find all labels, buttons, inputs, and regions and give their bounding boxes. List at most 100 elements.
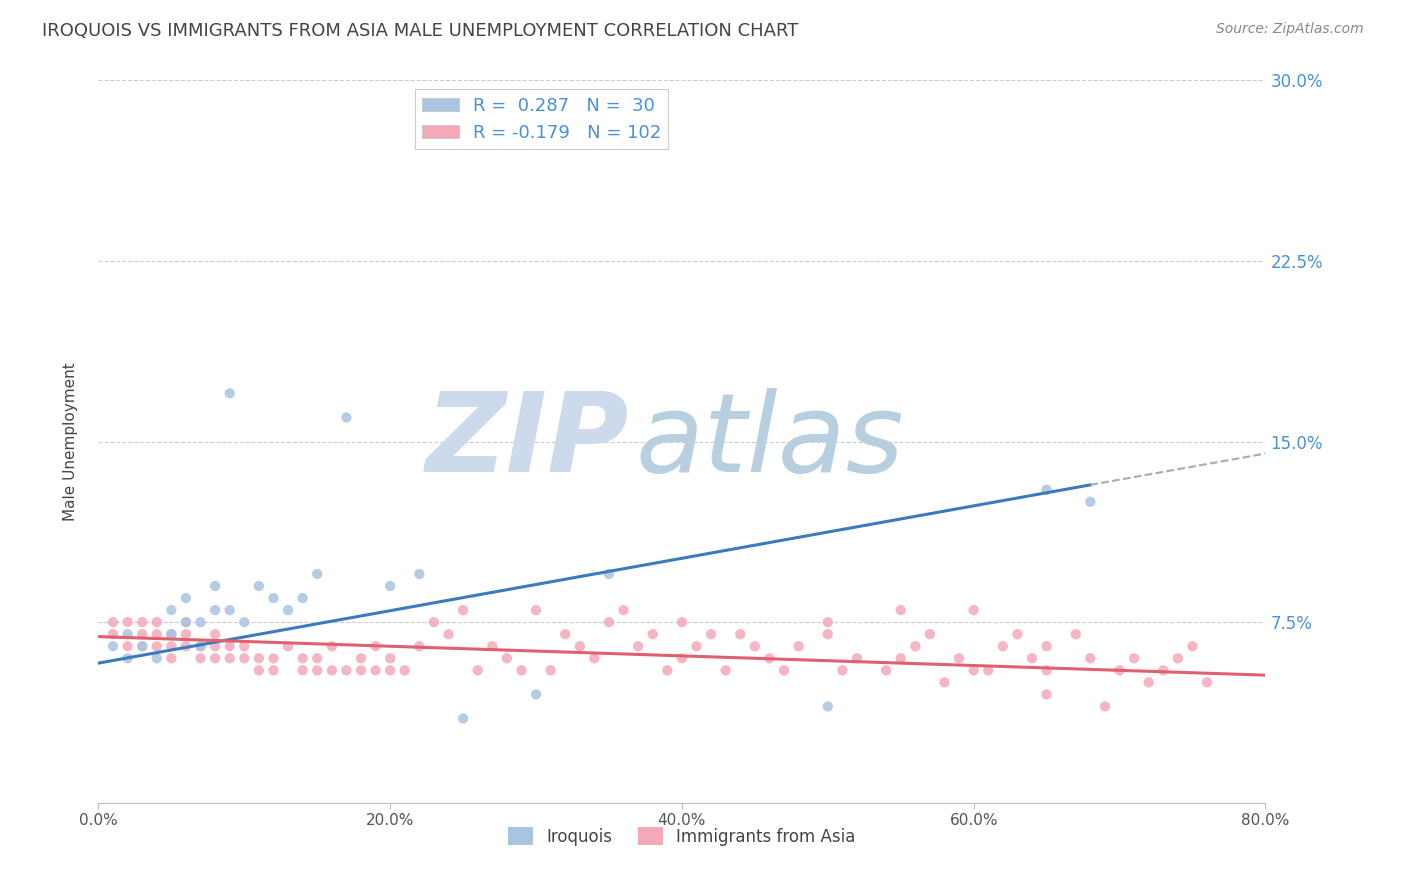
Point <box>1094 699 1116 714</box>
Point <box>321 664 343 678</box>
Text: ZIP: ZIP <box>426 388 630 495</box>
Point <box>174 639 197 653</box>
Point <box>700 627 723 641</box>
Point <box>277 603 299 617</box>
Point <box>948 651 970 665</box>
Point <box>174 591 197 605</box>
Point <box>364 639 387 653</box>
Point <box>524 687 547 701</box>
Point <box>262 651 284 665</box>
Point <box>117 639 139 653</box>
Point <box>730 627 752 641</box>
Point <box>540 664 562 678</box>
Point <box>685 639 707 653</box>
Point <box>846 651 869 665</box>
Point <box>247 664 270 678</box>
Point <box>218 603 240 617</box>
Point <box>204 651 226 665</box>
Point <box>451 712 474 726</box>
Point <box>350 664 373 678</box>
Point <box>1152 664 1174 678</box>
Point <box>262 664 284 678</box>
Point <box>101 627 124 641</box>
Point <box>335 664 357 678</box>
Point <box>657 664 679 678</box>
Point <box>598 615 620 630</box>
Point <box>233 639 256 653</box>
Point <box>190 639 212 653</box>
Point <box>1195 675 1218 690</box>
Point <box>321 639 343 653</box>
Y-axis label: Male Unemployment: Male Unemployment <box>63 362 77 521</box>
Point <box>131 615 153 630</box>
Point <box>190 639 212 653</box>
Point <box>291 664 314 678</box>
Point <box>117 615 139 630</box>
Point <box>160 651 183 665</box>
Point <box>174 627 197 641</box>
Point <box>101 639 124 653</box>
Point <box>117 627 139 641</box>
Point <box>904 639 927 653</box>
Point <box>174 615 197 630</box>
Point <box>598 567 620 582</box>
Point <box>1080 494 1102 508</box>
Point <box>307 567 329 582</box>
Point <box>160 603 183 617</box>
Text: Source: ZipAtlas.com: Source: ZipAtlas.com <box>1216 22 1364 37</box>
Point <box>962 603 984 617</box>
Point <box>817 627 839 641</box>
Point <box>160 627 183 641</box>
Point <box>146 651 169 665</box>
Legend: Iroquois, Immigrants from Asia: Iroquois, Immigrants from Asia <box>502 821 862 852</box>
Point <box>160 627 183 641</box>
Point <box>1035 483 1057 497</box>
Point <box>977 664 1000 678</box>
Point <box>831 664 853 678</box>
Point <box>467 664 489 678</box>
Point <box>146 639 169 653</box>
Point <box>1167 651 1189 665</box>
Point <box>1181 639 1204 653</box>
Point <box>787 639 810 653</box>
Point <box>131 639 153 653</box>
Point <box>131 639 153 653</box>
Point <box>204 639 226 653</box>
Point <box>101 615 124 630</box>
Point <box>1035 639 1057 653</box>
Point <box>174 615 197 630</box>
Point <box>817 699 839 714</box>
Point <box>554 627 576 641</box>
Point <box>524 603 547 617</box>
Point <box>190 651 212 665</box>
Point <box>262 591 284 605</box>
Point <box>934 675 956 690</box>
Point <box>568 639 591 653</box>
Point <box>481 639 503 653</box>
Point <box>291 591 314 605</box>
Point <box>1137 675 1160 690</box>
Point <box>451 603 474 617</box>
Point <box>394 664 416 678</box>
Point <box>918 627 941 641</box>
Point <box>380 579 402 593</box>
Point <box>307 651 329 665</box>
Point <box>671 651 693 665</box>
Point <box>890 651 912 665</box>
Point <box>218 386 240 401</box>
Point <box>962 664 984 678</box>
Text: atlas: atlas <box>636 388 904 495</box>
Point <box>1021 651 1043 665</box>
Point <box>641 627 664 641</box>
Point <box>146 615 169 630</box>
Point <box>671 615 693 630</box>
Point <box>117 651 139 665</box>
Point <box>204 603 226 617</box>
Point <box>758 651 780 665</box>
Point <box>408 639 430 653</box>
Point <box>218 651 240 665</box>
Point <box>773 664 796 678</box>
Point <box>875 664 897 678</box>
Point <box>890 603 912 617</box>
Point <box>1123 651 1146 665</box>
